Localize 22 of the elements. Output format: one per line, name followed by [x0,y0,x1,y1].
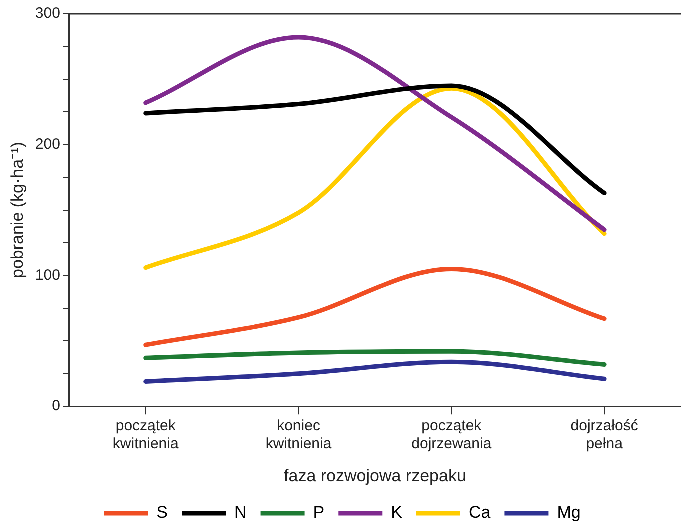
legend-label: S [156,503,168,522]
x-tick-label: koniec kwitnienia [266,418,332,453]
x-axis-title: faza rozwojowa rzepaku [284,466,466,486]
line-series [144,349,607,367]
y-axis-title: pobranie (kg·ha⁻¹) [8,142,27,279]
line-series [144,360,607,384]
y-tick-label: 0 [52,398,60,415]
y-tick-label: 300 [35,5,60,22]
y-tick-label: 200 [35,136,60,154]
x-tick-label: początek kwitnienia [112,418,180,453]
legend-label: P [313,503,325,522]
legend-label: Mg [557,503,581,522]
line-series [144,35,607,232]
legend-label: Ca [468,503,492,522]
legend-label: K [391,503,404,522]
legend-label: N [234,503,247,522]
x-tick-label: początek dojrzewania [412,418,492,453]
x-tick-label: dojrzałość pełna [570,418,639,453]
y-tick-label: 100 [35,266,60,284]
line-series [144,266,607,348]
line-series [144,84,607,196]
line-series [144,86,607,270]
